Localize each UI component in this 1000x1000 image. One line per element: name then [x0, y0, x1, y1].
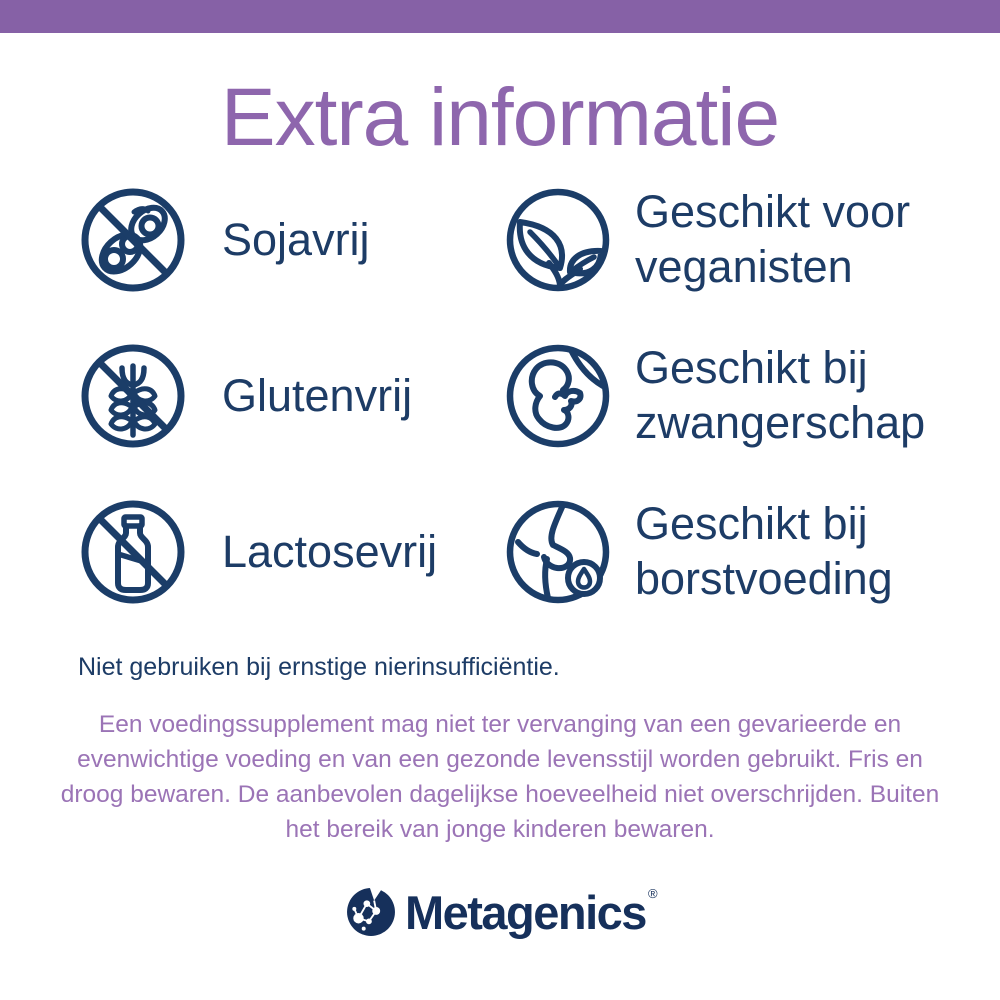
- feature-label: Sojavrij: [222, 213, 370, 265]
- gluten-free-icon: [78, 341, 188, 451]
- breastfeeding-icon: [503, 497, 613, 607]
- feature-label: Lactosevrij: [222, 525, 438, 577]
- feature-lactose-free: Lactosevrij: [78, 497, 503, 607]
- disclaimer-text: Een voedingssupplement mag niet ter verv…: [60, 711, 940, 843]
- feature-pregnancy: Geschikt bij zwangerschap: [503, 341, 980, 451]
- vegan-icon: [503, 185, 613, 295]
- brand-logo: Metagenics ®: [0, 885, 1000, 939]
- feature-soy-free: Sojavrij: [78, 185, 503, 295]
- pregnancy-icon: [503, 341, 613, 451]
- brand-name: Metagenics ®: [404, 885, 658, 939]
- lactose-free-icon: [78, 497, 188, 607]
- metagenics-molecule-icon: [346, 885, 396, 937]
- feature-breastfeeding: Geschikt bij borstvoeding: [503, 497, 980, 607]
- soy-free-icon: [78, 185, 188, 295]
- feature-grid: Sojavrij Geschikt voor veganisten: [0, 165, 1000, 607]
- page-title: Extra informatie: [220, 72, 780, 163]
- feature-label: Glutenvrij: [222, 369, 413, 421]
- registered-trademark-symbol: ®: [647, 885, 658, 901]
- accent-top-bar: [0, 0, 1000, 33]
- feature-gluten-free: Glutenvrij: [78, 341, 503, 451]
- warning-text: Niet gebruiken bij ernstige nierinsuffic…: [78, 653, 560, 682]
- feature-vegan: Geschikt voor veganisten: [503, 185, 980, 295]
- feature-label: Geschikt bij borstvoeding: [635, 498, 893, 605]
- feature-label: Geschikt voor veganisten: [635, 186, 911, 293]
- feature-label: Geschikt bij zwangerschap: [635, 342, 926, 449]
